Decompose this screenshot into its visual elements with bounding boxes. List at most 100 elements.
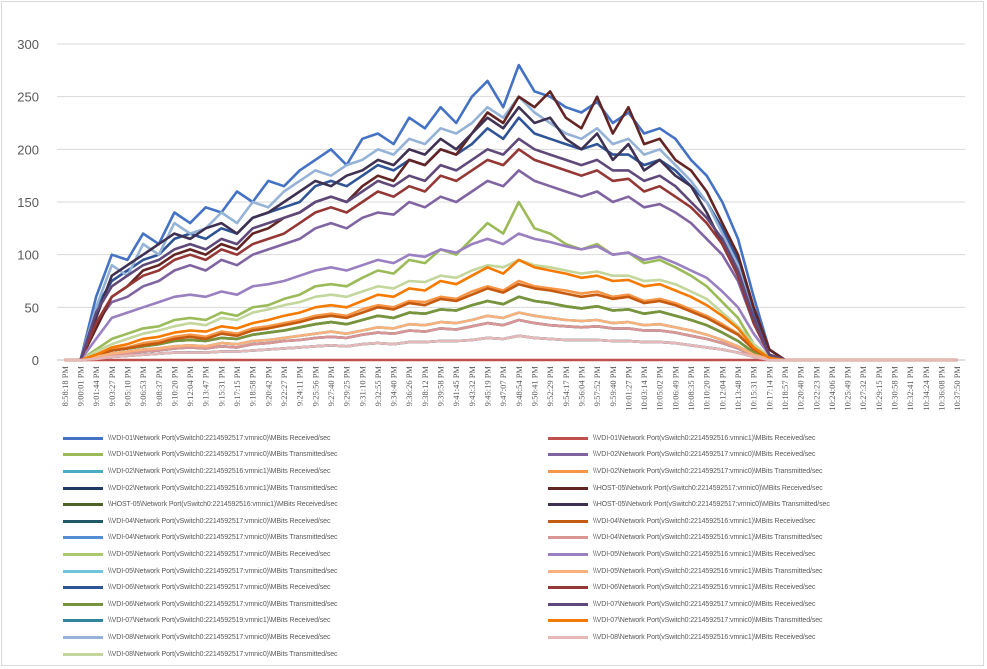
legend-item: \\VDI-08\Network Port(vSwitch0:221459251… <box>63 629 338 646</box>
x-tick-label: 9:43:32 PM <box>467 366 477 407</box>
legend-label: \\VDI-04\Network Port(vSwitch0:221459251… <box>108 517 331 525</box>
legend-label: \\HOST-05\Network Port(vSwitch0:22145925… <box>593 484 823 492</box>
x-tick-label: 10:08:35 PM <box>686 366 696 411</box>
x-tick-label: 9:10:20 PM <box>169 366 179 407</box>
legend-item: \\VDI-01\Network Port(vSwitch0:221459251… <box>63 447 338 464</box>
legend-label: \\VDI-04\Network Port(vSwitch0:221459251… <box>593 517 816 525</box>
legend-item: \\HOST-05\Network Port(vSwitch0:22145925… <box>63 496 338 513</box>
legend-label: \\VDI-07\Network Port(vSwitch0:221459251… <box>593 600 816 608</box>
legend-label: \\VDI-04\Network Port(vSwitch0:221459251… <box>108 534 338 542</box>
x-tick-label: 9:05:10 PM <box>122 366 132 407</box>
legend-label: \\VDI-05\Network Port(vSwitch0:221459251… <box>593 550 816 558</box>
y-tick-label: 100 <box>17 248 39 263</box>
series-line <box>64 295 958 362</box>
x-tick-label: 9:08:37 PM <box>154 366 164 407</box>
x-tick-label: 9:18:58 PM <box>248 366 258 407</box>
legend-item: \\HOST-05\Network Port(vSwitch0:22145925… <box>548 496 830 513</box>
legend-label: \\VDI-05\Network Port(vSwitch0:221459251… <box>593 567 823 575</box>
legend-label: \\VDI-02\Network Port(vSwitch0:221459251… <box>593 467 823 475</box>
y-tick-label: 250 <box>17 90 39 105</box>
legend-label: \\VDI-02\Network Port(vSwitch0:221459251… <box>108 467 331 475</box>
legend-item: \\VDI-07\Network Port(vSwitch0:221459251… <box>63 613 338 630</box>
x-tick-label: 9:36:26 PM <box>404 366 414 407</box>
x-tick-label: 9:32:55 PM <box>373 366 383 407</box>
legend-label: \\VDI-04\Network Port(vSwitch0:221459251… <box>593 534 823 542</box>
x-tick-label: 9:47:07 PM <box>498 366 508 407</box>
legend-swatch <box>63 486 103 490</box>
legend-label: \\VDI-02\Network Port(vSwitch0:221459251… <box>108 484 338 492</box>
legend-swatch <box>63 619 103 623</box>
x-tick-label: 10:34:24 PM <box>921 366 931 411</box>
x-tick-label: 10:13:48 PM <box>733 366 743 411</box>
legend-swatch <box>63 436 103 440</box>
legend-label: \\VDI-08\Network Port(vSwitch0:221459251… <box>593 633 816 641</box>
legend-item: \\VDI-04\Network Port(vSwitch0:221459251… <box>63 513 338 530</box>
legend-swatch <box>63 503 103 507</box>
legend-item: \\VDI-02\Network Port(vSwitch0:221459251… <box>63 463 338 480</box>
legend-item: \\VDI-04\Network Port(vSwitch0:221459251… <box>548 530 830 547</box>
legend-swatch <box>548 586 588 590</box>
legend-label: \\VDI-06\Network Port(vSwitch0:221459251… <box>593 584 816 592</box>
legend-label: \\VDI-05\Network Port(vSwitch0:221459251… <box>108 550 331 558</box>
x-tick-label: 10:25:49 PM <box>843 366 853 411</box>
legend-swatch <box>548 486 588 490</box>
x-tick-label: 10:15:31 PM <box>749 366 759 411</box>
legend-swatch <box>63 552 103 556</box>
legend-swatch <box>548 602 588 606</box>
legend-swatch <box>548 552 588 556</box>
legend-swatch <box>63 453 103 457</box>
x-tick-label: 10:17:14 PM <box>764 366 774 411</box>
legend-right-column: \\VDI-01\Network Port(vSwitch0:221459251… <box>548 430 830 646</box>
legend-item: \\VDI-06\Network Port(vSwitch0:221459251… <box>548 579 830 596</box>
legend-swatch <box>63 536 103 540</box>
x-tick-label: 9:56:04 PM <box>576 366 586 407</box>
legend-swatch <box>548 635 588 639</box>
x-tick-label: 10:32:41 PM <box>905 366 915 411</box>
x-tick-label: 9:48:54 PM <box>514 366 524 407</box>
x-tick-label: 8:58:18 PM <box>60 366 70 407</box>
y-tick-label: 150 <box>17 195 39 210</box>
legend-swatch <box>63 652 103 656</box>
series-line <box>64 137 958 362</box>
legend-label: \\HOST-05\Network Port(vSwitch0:22145925… <box>593 501 830 509</box>
legend-item: \\VDI-02\Network Port(vSwitch0:221459251… <box>63 480 338 497</box>
x-tick-label: 9:34:40 PM <box>389 366 399 407</box>
x-tick-label: 9:29:25 PM <box>342 366 352 407</box>
y-tick-label: 0 <box>32 353 39 368</box>
x-tick-label: 10:12:04 PM <box>717 366 727 411</box>
legend-label: \\VDI-08\Network Port(vSwitch0:221459251… <box>108 650 338 658</box>
x-tick-label: 10:20:40 PM <box>796 366 806 411</box>
x-tick-label: 10:37:50 PM <box>952 366 962 411</box>
x-tick-label: 10:29:15 PM <box>874 366 884 411</box>
x-tick-label: 9:13:47 PM <box>201 366 211 407</box>
legend-label: \\VDI-01\Network Port(vSwitch0:221459251… <box>108 434 331 442</box>
legend-swatch <box>548 469 588 473</box>
legend-label: \\HOST-05\Network Port(vSwitch0:22145925… <box>108 501 338 509</box>
x-tick-label: 9:00:01 PM <box>75 366 85 407</box>
legend-item: \\VDI-08\Network Port(vSwitch0:221459251… <box>548 629 830 646</box>
x-tick-label: 9:31:10 PM <box>357 366 367 407</box>
x-tick-label: 9:01:44 PM <box>91 366 101 407</box>
x-tick-label: 10:05:02 PM <box>655 366 665 411</box>
legend-swatch <box>548 569 588 573</box>
legend-item: \\VDI-06\Network Port(vSwitch0:221459251… <box>63 579 338 596</box>
x-tick-label: 10:27:32 PM <box>858 366 868 411</box>
legend-swatch <box>63 469 103 473</box>
legend-item: \\VDI-05\Network Port(vSwitch0:221459251… <box>548 546 830 563</box>
legend-item: \\VDI-02\Network Port(vSwitch0:221459251… <box>548 447 830 464</box>
x-tick-label: 9:25:56 PM <box>310 366 320 407</box>
legend-item: \\VDI-04\Network Port(vSwitch0:221459251… <box>63 530 338 547</box>
x-tick-label: 9:59:40 PM <box>608 366 618 407</box>
series-line <box>64 295 958 362</box>
legend-swatch <box>548 619 588 623</box>
series-line <box>64 295 958 362</box>
gridlines <box>57 43 965 361</box>
x-tick-label: 9:15:31 PM <box>216 366 226 407</box>
legend-label: \\VDI-06\Network Port(vSwitch0:221459251… <box>108 600 338 608</box>
legend-label: \\VDI-05\Network Port(vSwitch0:221459251… <box>108 567 338 575</box>
series-lines <box>64 63 958 362</box>
x-tick-label: 9:50:41 PM <box>529 366 539 407</box>
legend-label: \\VDI-07\Network Port(vSwitch0:221459251… <box>108 617 331 625</box>
legend-item: \\HOST-05\Network Port(vSwitch0:22145925… <box>548 480 830 497</box>
